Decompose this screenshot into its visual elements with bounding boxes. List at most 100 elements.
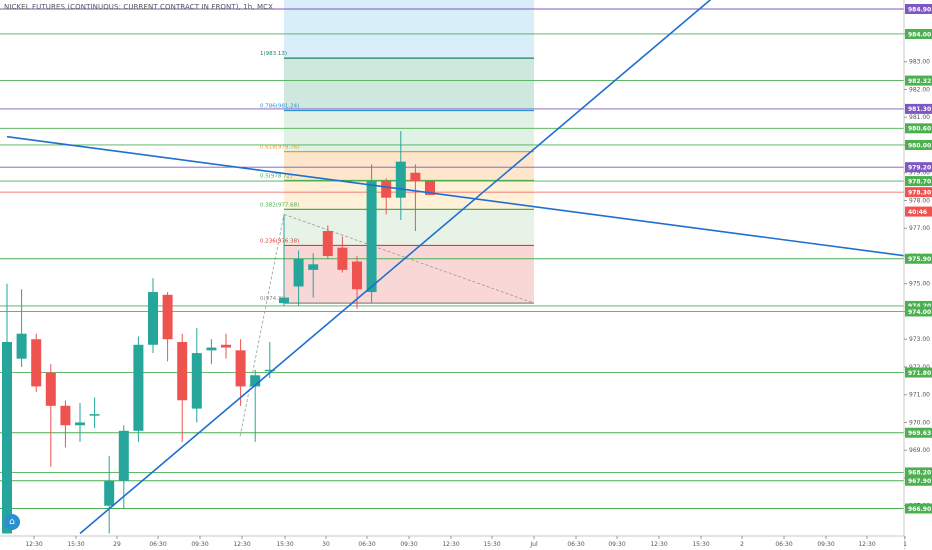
candle-body	[191, 353, 202, 409]
candle-body	[337, 247, 348, 270]
candle-up	[118, 425, 129, 509]
candle-up	[75, 403, 85, 442]
x-tick-label: 15:30	[276, 541, 293, 548]
price-label-bg	[905, 467, 932, 478]
fib-zone	[284, 110, 534, 152]
fib-zone	[284, 180, 534, 210]
candle-down	[45, 364, 56, 467]
candle-up	[89, 397, 100, 429]
candle-body	[395, 161, 406, 198]
price-label-bg	[905, 475, 932, 486]
chart-title: NICKEL FUTURES (CONTINUOUS: CURRENT CONT…	[4, 3, 273, 11]
price-axis-bg	[904, 0, 932, 550]
price-label-bg	[905, 176, 932, 187]
fib-level-label: 1(983.13)	[260, 51, 287, 57]
price-label-bg	[905, 75, 932, 86]
fib-level-label: 0.5(978.72)	[260, 173, 292, 179]
fib-level-label: 0.618(979.76)	[260, 145, 299, 151]
countdown-label-bg	[905, 206, 932, 217]
y-tick-label: 969.00	[909, 447, 930, 454]
x-tick-label: 09:30	[191, 541, 208, 548]
price-label-bg	[905, 187, 932, 198]
candle-body	[221, 344, 231, 348]
fib-zone-top	[284, 0, 534, 59]
x-tick-label: 06:30	[567, 541, 584, 548]
x-tick-label: 30	[322, 541, 330, 548]
candle-up	[279, 214, 289, 306]
price-label-bg	[905, 4, 932, 14]
price-label: 980.00	[908, 142, 931, 149]
descending-trendline	[6, 135, 904, 257]
price-label: 975.90	[908, 256, 931, 263]
price-label: 980.60	[908, 126, 931, 133]
x-tick-label: 06:30	[775, 541, 792, 548]
plot-area: 1(983.13) 0.786(981.24) 0.618(979.76) 0.5(9…	[0, 0, 904, 535]
fib-zone	[284, 151, 534, 181]
price-label: 982.32	[908, 78, 931, 85]
candle-body	[279, 297, 289, 304]
x-tick-label: 09:30	[817, 541, 834, 548]
x-tick-label: 15:30	[483, 541, 500, 548]
candle-body	[293, 258, 304, 287]
price-label: 969.63	[908, 430, 931, 437]
fib-level-label: 0(974.3)	[260, 296, 284, 302]
y-tick-label: 970.00	[909, 419, 930, 426]
time-axis-bg	[0, 536, 904, 550]
price-label: 966.90	[908, 506, 931, 513]
x-tick-label: 29	[113, 541, 121, 548]
candle-body	[381, 181, 392, 198]
candle-body	[352, 261, 362, 290]
candle-down	[162, 292, 173, 362]
x-tick-label: 2	[740, 541, 744, 548]
x-tick-label: 12:30	[442, 541, 459, 548]
y-tick-label: 978.00	[909, 197, 930, 204]
price-label-bg	[905, 162, 932, 173]
candle-body	[16, 333, 27, 359]
price-label-bg	[905, 306, 932, 317]
candle-body	[322, 231, 333, 256]
candle-down	[221, 333, 231, 359]
price-label: 979.20	[908, 164, 931, 171]
candle-up	[148, 278, 158, 354]
price-label: 974.00	[908, 309, 931, 316]
price-label: 967.90	[908, 478, 931, 485]
candle-body	[89, 414, 100, 416]
price-label-bg	[905, 103, 932, 114]
ascending-trendline	[79, 0, 712, 535]
tradingview-logo-icon[interactable]: ⌂	[4, 514, 20, 530]
candle-down	[235, 339, 246, 406]
price-label-bg	[905, 367, 932, 378]
y-tick-label: 983.00	[909, 59, 930, 66]
candle-body	[206, 347, 217, 351]
candle-up	[366, 164, 377, 304]
price-label-bg	[905, 28, 932, 39]
price-label: 971.80	[908, 370, 931, 377]
y-tick-label: 977.00	[909, 225, 930, 232]
price-label: 968.20	[908, 470, 931, 477]
candle-body	[133, 344, 144, 431]
projection-dashed-line	[283, 213, 535, 304]
fib-level-label: 0.236(976.38)	[260, 238, 299, 244]
candle-body	[2, 342, 12, 534]
candle-body	[60, 405, 71, 426]
candle-up	[133, 336, 144, 442]
price-label: 981.30	[908, 106, 931, 113]
candle-up	[16, 289, 27, 367]
candle-up	[206, 339, 217, 365]
x-tick-label: Jul	[529, 541, 538, 548]
price-label-bg	[905, 427, 932, 438]
candle-body	[235, 350, 246, 387]
candle-body	[425, 181, 435, 195]
y-tick-label: 973.00	[909, 336, 930, 343]
candle-up	[191, 328, 202, 423]
y-tick-label: 982.00	[909, 86, 930, 93]
candle-down	[410, 164, 421, 231]
candle-down	[60, 400, 71, 448]
candle-body	[410, 172, 421, 182]
price-label-bg	[905, 253, 932, 264]
projection-dashed-line	[239, 214, 285, 437]
candle-body	[45, 372, 56, 406]
candle-body	[177, 342, 188, 401]
candle-up	[2, 283, 12, 534]
